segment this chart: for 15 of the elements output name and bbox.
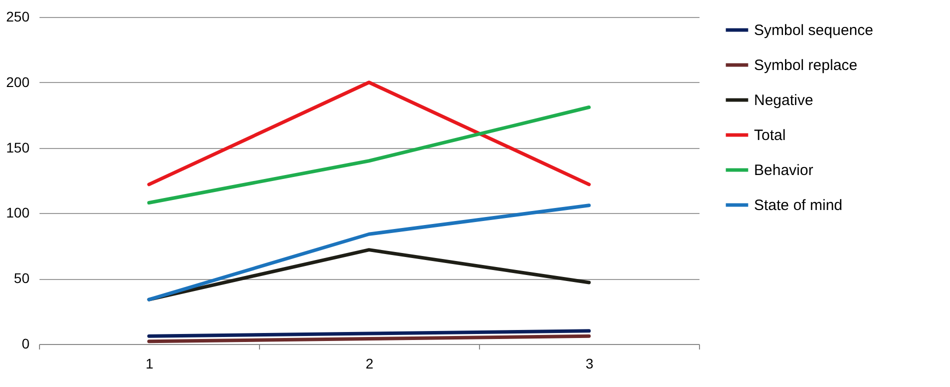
legend-label: Negative [754, 92, 814, 109]
legend-label: Symbol sequence [754, 22, 874, 39]
y-tick-label: 150 [6, 139, 30, 156]
y-tick-label: 50 [14, 270, 30, 286]
y-tick-label: 200 [6, 74, 30, 90]
x-tick-label: 1 [146, 356, 154, 372]
y-tick-label: 250 [6, 8, 30, 24]
y-tick-label: 0 [22, 336, 30, 352]
y-tick-label: 100 [6, 204, 30, 221]
legend-label: State of mind [754, 197, 842, 214]
x-tick-label: 2 [366, 356, 374, 372]
x-tick-label: 3 [586, 356, 594, 372]
legend-label: Total [754, 127, 786, 144]
legend-label: Symbol replace [754, 57, 858, 74]
legend-label: Behavior [754, 162, 814, 179]
